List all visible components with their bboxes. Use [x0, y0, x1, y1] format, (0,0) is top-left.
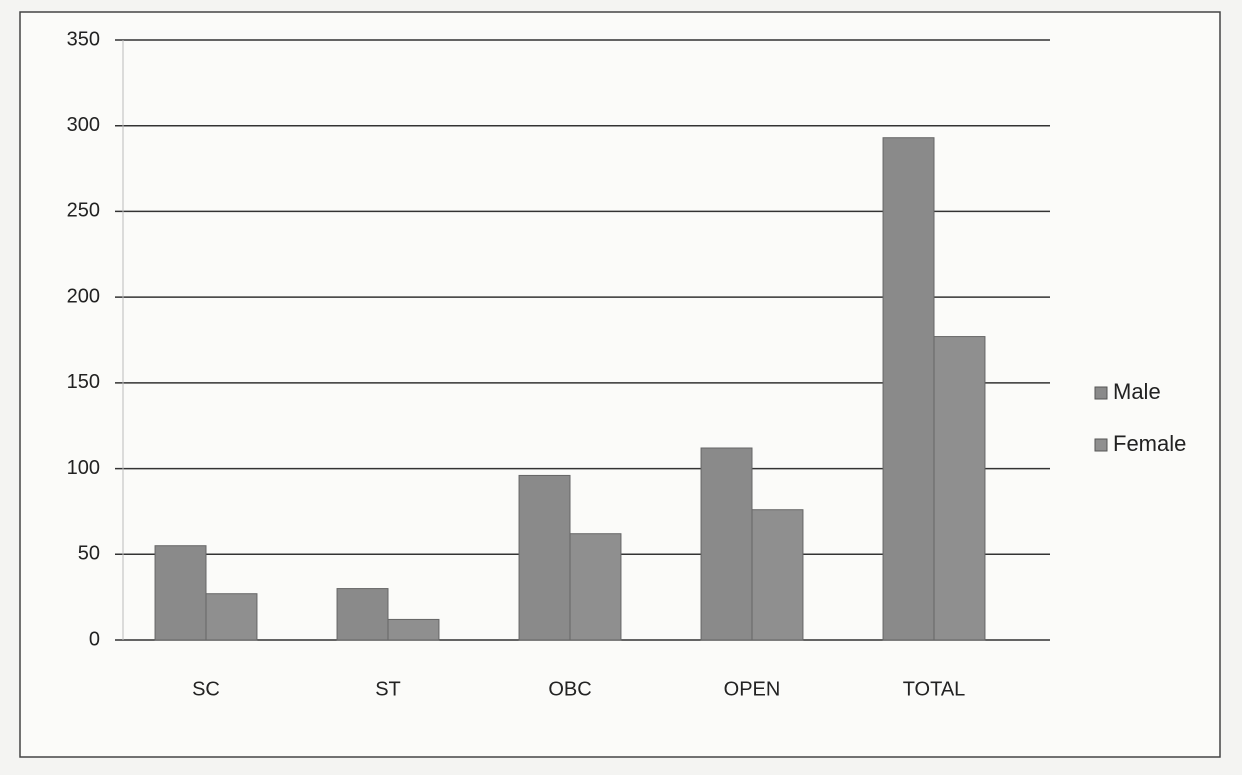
bar — [518, 474, 571, 641]
bar — [154, 545, 207, 641]
y-tick-label: 350 — [67, 28, 100, 50]
y-tick-label: 100 — [67, 457, 100, 479]
y-tick-label: 200 — [67, 285, 100, 307]
legend-label: Female — [1113, 431, 1186, 456]
chart-frame — [19, 11, 1221, 758]
bar — [700, 447, 753, 641]
legend-swatch — [1094, 438, 1108, 452]
bar — [882, 137, 935, 641]
legend-label: Male — [1113, 379, 1161, 404]
y-tick-label: 300 — [67, 114, 100, 136]
bar — [387, 618, 440, 641]
x-tick-label: ST — [375, 678, 401, 700]
y-tick-label: 250 — [67, 200, 100, 222]
bar — [751, 509, 804, 641]
y-tick-label: 50 — [78, 543, 100, 565]
x-tick-label: SC — [192, 678, 220, 700]
y-tick-label: 0 — [89, 628, 100, 650]
bar — [933, 336, 986, 641]
legend-swatch — [1094, 386, 1108, 400]
bar — [205, 593, 258, 641]
x-tick-label: OBC — [548, 678, 591, 700]
x-tick-label: TOTAL — [903, 678, 966, 700]
y-tick-label: 150 — [67, 371, 100, 393]
bar — [336, 588, 389, 641]
x-tick-label: OPEN — [724, 678, 781, 700]
bar — [569, 533, 622, 641]
